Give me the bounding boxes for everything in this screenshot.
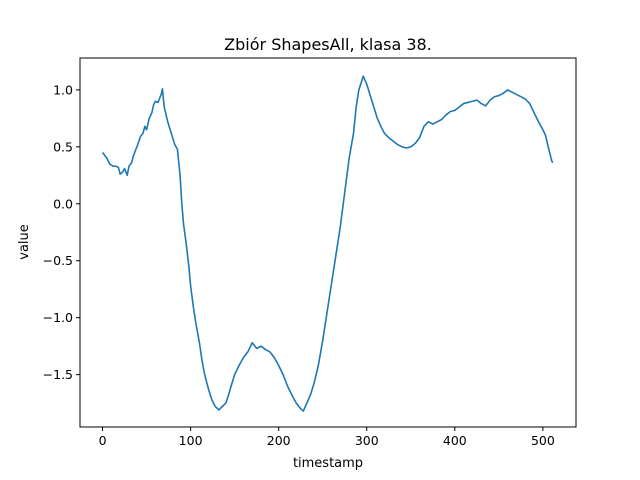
y-tick-label: −1.0 <box>43 310 73 325</box>
y-axis-label: value <box>17 224 32 260</box>
plot-frame <box>79 57 577 428</box>
x-tick-label: 500 <box>531 433 555 448</box>
x-tick-label: 400 <box>443 433 467 448</box>
y-axis-ticks: −1.5 −1.0 −0.5 0.0 0.5 1.0 <box>43 82 80 382</box>
y-tick-label: 1.0 <box>53 82 73 97</box>
x-axis-ticks: 0 100 200 300 400 500 <box>99 427 555 448</box>
series-line <box>101 75 554 412</box>
y-tick-label: −0.5 <box>43 253 73 268</box>
series-layer <box>101 75 554 412</box>
x-axis-label: timestamp <box>293 456 363 471</box>
y-tick-label: 0.5 <box>53 139 73 154</box>
y-tick-label: 0.0 <box>53 196 73 211</box>
chart-title: Zbiór ShapesAll, klasa 38. <box>224 35 432 54</box>
x-tick-label: 300 <box>355 433 379 448</box>
y-tick-label: −1.5 <box>43 367 73 382</box>
x-tick-label: 200 <box>267 433 291 448</box>
x-tick-label: 0 <box>99 433 107 448</box>
plot-area <box>79 57 577 428</box>
x-tick-label: 100 <box>179 433 203 448</box>
